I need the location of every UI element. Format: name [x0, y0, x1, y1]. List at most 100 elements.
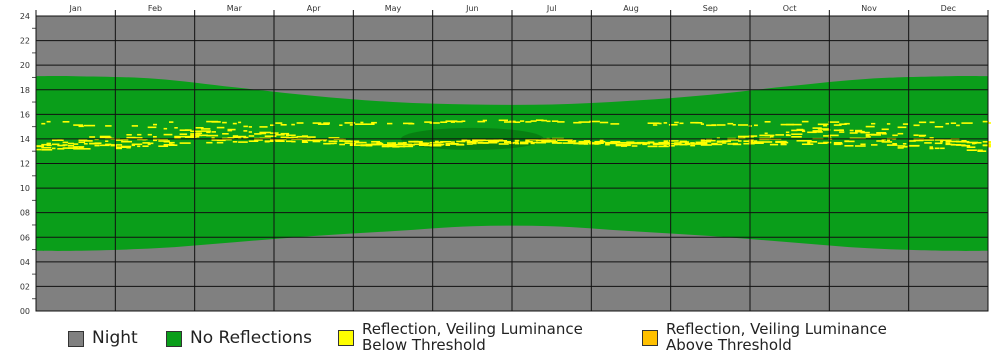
hour-label-06: 06	[20, 233, 30, 242]
reflection-mark	[801, 140, 812, 142]
month-label-nov: Nov	[861, 4, 877, 13]
reflection-mark	[440, 144, 444, 146]
reflection-mark	[371, 141, 381, 143]
reflection-mark	[408, 141, 414, 143]
reflection-mark	[301, 141, 309, 143]
legend-no-reflections: No Reflections	[166, 330, 312, 347]
reflection-mark	[243, 130, 248, 132]
reflection-mark	[227, 128, 236, 131]
reflection-mark	[860, 137, 866, 140]
reflection-mark	[732, 142, 738, 145]
reflection-mark	[206, 134, 219, 137]
reflection-mark	[780, 143, 787, 146]
reflection-mark	[275, 122, 283, 124]
reflection-mark	[291, 123, 295, 126]
reflection-mark	[105, 140, 109, 142]
reflection-mark	[387, 122, 393, 125]
reflection-mark	[450, 143, 459, 145]
reflection-mark	[62, 141, 69, 144]
reflection-mark	[365, 143, 377, 146]
reflection-mark	[94, 144, 100, 147]
reflection-mark	[434, 141, 442, 144]
reflection-mark	[440, 121, 448, 123]
reflection-mark	[860, 143, 866, 146]
reflection-mark	[865, 136, 871, 138]
reflection-mark	[147, 142, 154, 145]
reflection-mark	[929, 121, 935, 124]
reflection-mark	[387, 142, 397, 144]
reflection-mark	[450, 121, 456, 123]
reflection-mark	[679, 143, 688, 146]
reflection-mark	[110, 144, 123, 146]
reflection-mark	[902, 143, 907, 145]
reflection-mark	[988, 142, 991, 144]
reflection-mark	[275, 139, 284, 141]
reflection-mark	[966, 146, 976, 148]
month-label-jan: Jan	[68, 4, 81, 13]
reflection-mark	[573, 121, 582, 124]
legend-below-threshold-label: Reflection, Veiling Luminance Below Thre…	[362, 321, 622, 354]
reflection-mark	[498, 143, 509, 145]
reflection-mark	[578, 121, 591, 123]
reflection-mark	[46, 144, 52, 147]
reflection-mark	[945, 140, 957, 143]
reflection-mark	[397, 142, 404, 144]
reflection-mark	[791, 123, 802, 126]
reflection-mark	[881, 139, 886, 141]
month-label-apr: Apr	[307, 4, 322, 13]
y-axis-labels: 00 02 04 06 08 10 12 14 16 18 20 22 24	[20, 12, 30, 316]
reflection-mark	[153, 123, 157, 126]
reflection-mark	[929, 146, 933, 148]
reflection-mark	[988, 145, 991, 148]
hour-label-14: 14	[20, 135, 30, 144]
reflection-mark	[764, 132, 768, 135]
reflection-mark	[674, 143, 683, 146]
reflection-mark	[504, 141, 510, 144]
reflection-mark	[323, 138, 328, 141]
hour-label-00: 00	[20, 307, 30, 316]
reflection-mark	[631, 145, 638, 147]
reflection-mark	[238, 121, 242, 124]
month-label-feb: Feb	[148, 4, 162, 13]
reflection-mark	[41, 146, 52, 149]
reflection-mark	[520, 120, 525, 122]
reflection-mark	[791, 129, 798, 132]
reflection-mark	[317, 139, 322, 141]
reflection-mark	[785, 131, 790, 134]
reflection-mark	[131, 143, 143, 146]
reflection-mark	[355, 141, 367, 144]
reflection-mark	[317, 123, 330, 125]
reflection-mark	[844, 122, 850, 125]
reflection-mark	[865, 134, 870, 137]
reflection-mark	[982, 141, 991, 143]
hour-label-12: 12	[20, 160, 30, 169]
reflection-mark	[663, 140, 669, 142]
reflection-mark	[599, 140, 604, 142]
reflection-mark	[833, 142, 843, 144]
reflection-mark	[924, 142, 932, 144]
reflection-mark	[551, 141, 556, 143]
reflection-mark	[573, 140, 577, 142]
reflection-mark	[94, 142, 102, 144]
reflection-mark	[392, 146, 400, 148]
reflection-mark	[940, 147, 945, 150]
reflection-mark	[195, 136, 200, 138]
reflection-mark	[562, 142, 574, 144]
reflection-mark	[610, 141, 620, 143]
reflection-mark	[115, 147, 122, 150]
reflection-mark	[429, 122, 440, 124]
reflection-mark	[754, 141, 765, 143]
reflection-mark	[365, 144, 373, 147]
reflection-mark	[748, 135, 758, 137]
reflection-mark	[886, 123, 891, 125]
reflection-mark	[897, 132, 904, 135]
reflection-mark	[541, 119, 547, 122]
reflection-mark	[317, 138, 327, 141]
above-threshold-swatch	[642, 329, 658, 346]
reflection-mark	[892, 143, 897, 145]
reflection-mark	[99, 144, 110, 147]
reflection-mark	[89, 142, 100, 145]
reflection-mark	[886, 139, 890, 142]
reflection-mark	[248, 135, 255, 137]
reflection-mark	[956, 144, 966, 146]
